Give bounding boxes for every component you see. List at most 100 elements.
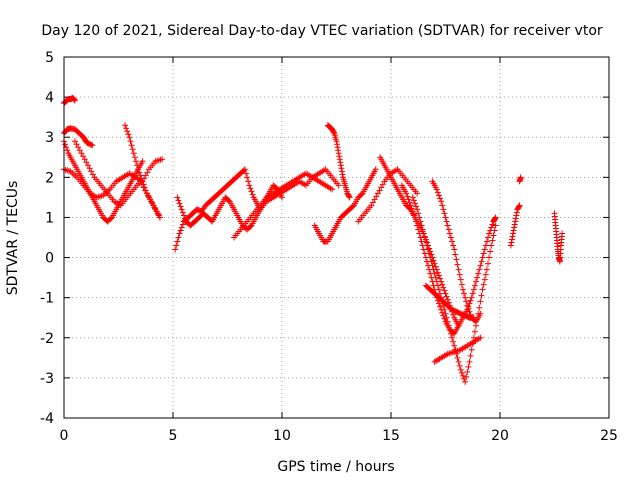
data-point: [440, 284, 447, 291]
data-point: [441, 306, 448, 313]
data-point: [443, 293, 450, 300]
data-point: [131, 154, 138, 161]
data-point: [132, 158, 139, 165]
series-track-q: [429, 178, 484, 325]
data-point: [445, 322, 452, 329]
data-point: [243, 170, 250, 177]
data-point: [476, 304, 483, 311]
series-track-t: [507, 202, 523, 249]
data-point: [333, 138, 340, 145]
data-point: [330, 129, 337, 136]
data-point: [89, 171, 96, 178]
data-point: [478, 258, 485, 265]
data-point: [441, 287, 448, 294]
data-point: [451, 246, 458, 253]
data-point: [426, 245, 433, 252]
data-point: [248, 188, 255, 195]
data-point: [470, 314, 477, 321]
data-point: [406, 199, 413, 206]
data-point: [249, 191, 256, 198]
data-point: [129, 146, 136, 153]
x-axis-label: GPS time / hours: [277, 459, 394, 475]
data-point: [508, 239, 515, 246]
series-track-o: [398, 182, 499, 337]
data-point: [81, 156, 88, 163]
data-point: [465, 363, 472, 370]
data-point: [439, 281, 446, 288]
data-point: [433, 186, 440, 193]
data-point: [439, 309, 446, 316]
data-point: [437, 303, 444, 310]
data-point: [440, 206, 447, 213]
data-point: [474, 274, 481, 281]
data-point: [488, 224, 495, 231]
x-tick-label: 25: [600, 428, 618, 444]
data-point: [86, 165, 93, 172]
plot-frame: [63, 56, 610, 419]
data-point: [441, 210, 448, 217]
data-point: [156, 214, 163, 221]
x-tick-label: 15: [382, 428, 400, 444]
data-point: [512, 215, 519, 222]
data-point: [177, 227, 184, 234]
y-tick-label: 3: [45, 130, 54, 146]
data-point: [464, 368, 471, 375]
series-track-s: [431, 334, 484, 365]
data-point: [419, 226, 426, 233]
data-point: [516, 203, 523, 210]
data-point: [485, 234, 492, 241]
data-point: [247, 185, 254, 192]
y-axis-label: SDTVAR / TECUs: [5, 181, 21, 296]
y-tick-label: 0: [45, 251, 54, 267]
data-point: [409, 208, 416, 215]
data-point: [447, 330, 454, 337]
data-point: [349, 203, 356, 210]
data-point: [408, 205, 415, 212]
data-point: [431, 270, 438, 277]
data-point: [510, 227, 517, 234]
data-point: [152, 205, 159, 212]
data-point: [452, 251, 459, 258]
data-point: [511, 221, 518, 228]
data-point: [405, 196, 412, 203]
data-point: [144, 169, 151, 176]
data-point: [427, 254, 434, 261]
data-point: [358, 191, 365, 198]
series-track-d: [61, 156, 166, 201]
data-point: [446, 230, 453, 237]
data-point: [84, 162, 91, 169]
data-point: [482, 242, 489, 249]
data-point: [173, 242, 180, 249]
data-point: [457, 366, 464, 373]
data-point: [428, 258, 435, 265]
data-point: [83, 159, 90, 166]
data-point: [245, 178, 252, 185]
data-point: [480, 281, 487, 288]
data-point: [461, 290, 468, 297]
data-point: [435, 300, 442, 307]
data-point: [458, 281, 465, 288]
grid: [64, 57, 609, 418]
data-point: [465, 305, 472, 312]
data-point: [64, 147, 71, 154]
data-point: [455, 266, 462, 273]
data-point: [180, 212, 187, 219]
data-point: [89, 142, 96, 149]
data-point: [437, 195, 444, 202]
data-point: [444, 318, 451, 325]
data-point: [437, 275, 444, 282]
y-tick-label: -3: [40, 371, 54, 387]
data-point: [433, 278, 440, 285]
data-point: [478, 292, 485, 299]
data-point: [508, 236, 515, 243]
data-point: [346, 193, 353, 200]
data-point: [432, 274, 439, 281]
data-point: [442, 214, 449, 221]
data-point: [512, 218, 519, 225]
data-point: [516, 202, 523, 209]
data-point: [329, 186, 336, 193]
data-point: [435, 272, 442, 279]
data-point: [430, 266, 437, 273]
data-point: [437, 290, 444, 297]
data-point: [370, 199, 377, 206]
